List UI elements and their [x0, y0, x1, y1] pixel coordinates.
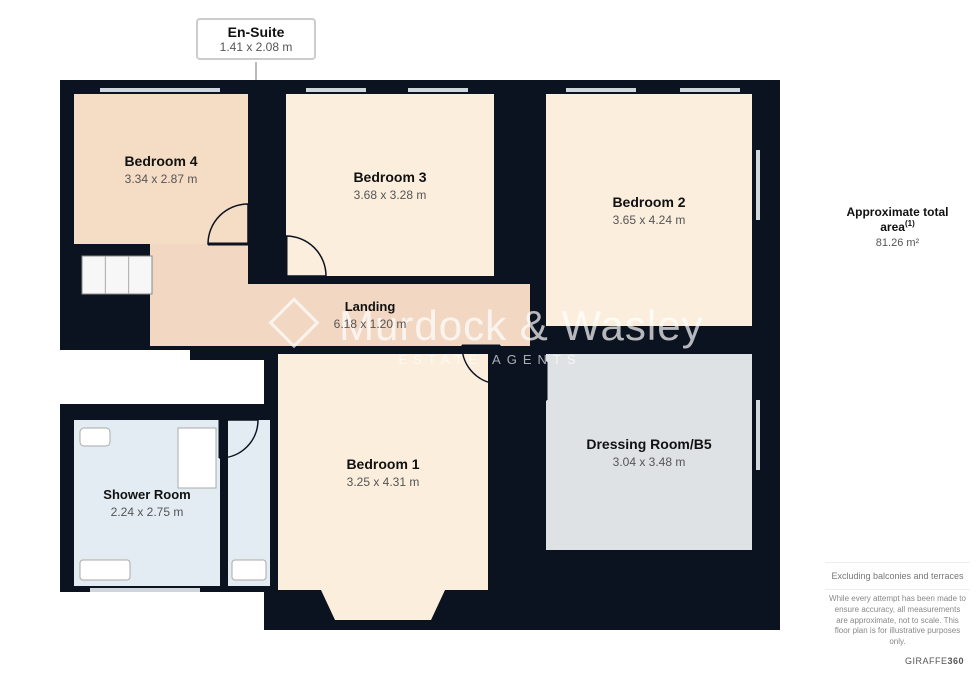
room-label-shower: Shower Room2.24 x 2.75 m: [74, 420, 220, 586]
ensuite-title: En-Suite: [212, 24, 300, 40]
room-label-dressing: Dressing Room/B5 3.04 x 3.48 m: [546, 354, 752, 550]
room-label-landing: Landing6.18 x 1.20 m: [210, 284, 530, 346]
room-name: Bedroom 4: [124, 152, 197, 170]
room-name: Bedroom 1: [346, 455, 419, 473]
disclaimer: While every attempt has been made to ens…: [825, 594, 970, 648]
ensuite-dim: 1.41 x 2.08 m: [212, 40, 300, 54]
credit: GIRAFFE360: [905, 656, 964, 666]
footnote: Excluding balconies and terraces: [825, 562, 970, 590]
room-name: Shower Room: [103, 487, 190, 504]
room-label-bedroom1: Bedroom 1 3.25 x 4.31 m: [278, 354, 488, 590]
room-name: Landing: [345, 299, 396, 316]
room-label-bedroom3: Bedroom 3 3.68 x 3.28 m: [286, 94, 494, 276]
room-name: Bedroom 3: [353, 168, 426, 186]
room-dim: 2.24 x 2.75 m: [111, 505, 184, 519]
room-dim: 3.34 x 2.87 m: [125, 172, 198, 186]
room-dim: 3.04 x 3.48 m: [613, 455, 686, 469]
total-area-label: Approximate total area(1): [833, 205, 962, 234]
floorplan-canvas: En-Suite 1.41 x 2.08 m Murdock & Wasley …: [0, 0, 980, 670]
info-panel: Approximate total area(1) 81.26 m² Exclu…: [825, 0, 970, 670]
room-label-bedroom2: Bedroom 2 3.65 x 4.24 m: [546, 94, 752, 326]
room-dim: 3.25 x 4.31 m: [347, 475, 420, 489]
total-area-value: 81.26 m²: [833, 237, 962, 249]
room-dim: 3.65 x 4.24 m: [613, 213, 686, 227]
room-name: Dressing Room/B5: [586, 435, 711, 453]
room-dim: 6.18 x 1.20 m: [334, 317, 407, 331]
room-name: Bedroom 2: [612, 193, 685, 211]
room-label-bedroom4: Bedroom 4 3.34 x 2.87 m: [74, 94, 248, 244]
room-dim: 3.68 x 3.28 m: [354, 188, 427, 202]
ensuite-callout: En-Suite 1.41 x 2.08 m: [196, 18, 316, 60]
